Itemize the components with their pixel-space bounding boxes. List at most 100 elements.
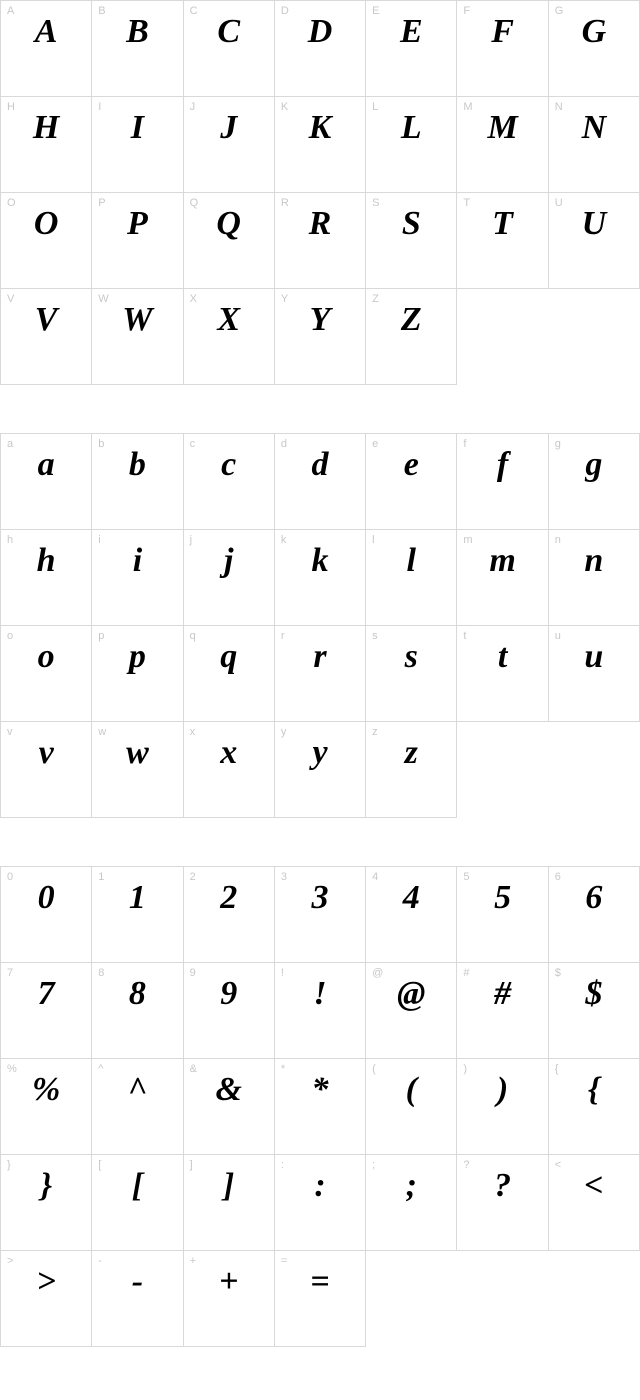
glyph-cell-glyph: Q [184,207,274,241]
glyph-cell-glyph: p [92,640,182,674]
glyph-cell-glyph: [ [92,1169,182,1203]
glyph-cell-glyph: > [1,1265,91,1299]
glyph-cell-glyph: u [549,640,639,674]
glyph-cell: (( [366,1059,457,1155]
glyph-cell-glyph: # [457,977,547,1011]
glyph-cell: ** [275,1059,366,1155]
glyph-cell-glyph: ^ [92,1073,182,1107]
glyph-cell-glyph: $ [549,977,639,1011]
glyph-cell-glyph: - [92,1265,182,1299]
glyph-cell-glyph: C [184,15,274,49]
glyph-cell: ++ [184,1251,275,1347]
glyph-cell: ff [457,434,548,530]
glyph-cell-glyph: ) [457,1073,547,1107]
glyph-cell-glyph: l [366,544,456,578]
glyph-cell: ZZ [366,289,457,385]
glyph-cell-glyph: U [549,207,639,241]
glyph-cell-glyph: ; [366,1169,456,1203]
glyph-cell: oo [1,626,92,722]
glyph-cell: xx [184,722,275,818]
glyph-cell-glyph: * [275,1073,365,1107]
glyph-cell: hh [1,530,92,626]
glyph-cell: WW [92,289,183,385]
glyph-cell-glyph: w [92,736,182,770]
glyph-cell: ww [92,722,183,818]
glyph-cell: NN [549,97,640,193]
glyph-cell: ll [366,530,457,626]
glyph-cell: 88 [92,963,183,1059]
glyph-cell-glyph: 1 [92,881,182,915]
glyph-cell: << [549,1155,640,1251]
glyph-cell: QQ [184,193,275,289]
glyph-cell-glyph: 0 [1,881,91,915]
glyph-cell: 33 [275,867,366,963]
glyph-cell: pp [92,626,183,722]
glyph-cell-glyph: ? [457,1169,547,1203]
glyph-cell-glyph: P [92,207,182,241]
glyph-cell: @@ [366,963,457,1059]
glyph-cell-glyph: ! [275,977,365,1011]
glyph-cell-glyph: Z [366,303,456,337]
filler-cell [549,289,640,385]
glyph-cell: {{ [549,1059,640,1155]
glyph-cell: uu [549,626,640,722]
glyph-cell-glyph: 3 [275,881,365,915]
glyph-cell: %% [1,1059,92,1155]
glyph-cell-glyph: { [549,1073,639,1107]
glyph-cell: nn [549,530,640,626]
glyph-cell: KK [275,97,366,193]
glyph-cell-glyph: % [1,1073,91,1107]
glyph-cell: 55 [457,867,548,963]
glyph-cell-glyph: a [1,448,91,482]
filler-cell [457,722,548,818]
glyph-cell-glyph: q [184,640,274,674]
glyph-cell: TT [457,193,548,289]
glyph-cell-glyph: h [1,544,91,578]
glyph-cell-glyph: W [92,303,182,337]
glyph-cell-glyph: J [184,111,274,145]
glyph-cell: JJ [184,97,275,193]
glyph-cell-glyph: m [457,544,547,578]
glyph-cell-glyph: @ [366,977,456,1011]
glyph-cell-glyph: ] [184,1169,274,1203]
filler-cell [457,1251,548,1347]
glyph-cell-glyph: j [184,544,274,578]
glyph-cell-glyph: & [184,1073,274,1107]
glyph-cell-glyph: = [275,1265,365,1299]
section-lowercase: aabbccddeeffgghhiijjkkllmmnnooppqqrrsstt… [0,433,640,818]
section-uppercase: AABBCCDDEEFFGGHHIIJJKKLLMMNNOOPPQQRRSSTT… [0,0,640,385]
glyph-cell-glyph: < [549,1169,639,1203]
glyph-cell-glyph: i [92,544,182,578]
glyph-cell-glyph: F [457,15,547,49]
glyph-cell-glyph: 9 [184,977,274,1011]
glyph-cell-glyph: Y [275,303,365,337]
glyph-cell: 22 [184,867,275,963]
glyph-cell: bb [92,434,183,530]
glyph-cell-glyph: 5 [457,881,547,915]
glyph-cell: GG [549,1,640,97]
glyph-cell: 66 [549,867,640,963]
glyph-cell: II [92,97,183,193]
glyph-cell: $$ [549,963,640,1059]
glyph-cell-glyph: N [549,111,639,145]
glyph-cell: -- [92,1251,183,1347]
glyph-cell: rr [275,626,366,722]
glyph-cell: == [275,1251,366,1347]
glyph-cell-glyph: D [275,15,365,49]
glyph-cell-glyph: n [549,544,639,578]
glyph-cell: LL [366,97,457,193]
glyph-cell: jj [184,530,275,626]
filler-cell [366,1251,457,1347]
glyph-cell: >> [1,1251,92,1347]
glyph-cell: [[ [92,1155,183,1251]
glyph-cell: ?? [457,1155,548,1251]
glyph-cell: RR [275,193,366,289]
glyph-cell: gg [549,434,640,530]
glyph-cell: ee [366,434,457,530]
glyph-cell-glyph: B [92,15,182,49]
glyph-cell-glyph: 4 [366,881,456,915]
glyph-cell: DD [275,1,366,97]
glyph-cell: kk [275,530,366,626]
glyph-cell: EE [366,1,457,97]
glyph-cell: OO [1,193,92,289]
